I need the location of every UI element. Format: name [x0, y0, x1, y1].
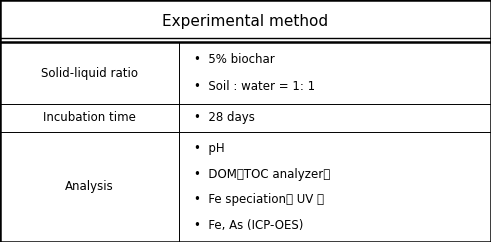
Text: Incubation time: Incubation time [43, 112, 136, 124]
Text: •  Fe, As (ICP-OES): • Fe, As (ICP-OES) [194, 219, 303, 232]
Text: •  Fe speciation（ UV ）: • Fe speciation（ UV ） [194, 193, 324, 206]
Text: •  28 days: • 28 days [194, 112, 255, 124]
Text: Solid-liquid ratio: Solid-liquid ratio [41, 67, 138, 80]
Text: •  DOM（TOC analyzer）: • DOM（TOC analyzer） [194, 168, 330, 181]
Text: Experimental method: Experimental method [163, 14, 328, 29]
Text: Analysis: Analysis [65, 181, 114, 193]
Text: •  pH: • pH [194, 142, 224, 155]
Text: •  5% biochar: • 5% biochar [194, 53, 274, 66]
Text: •  Soil : water = 1: 1: • Soil : water = 1: 1 [194, 80, 315, 93]
